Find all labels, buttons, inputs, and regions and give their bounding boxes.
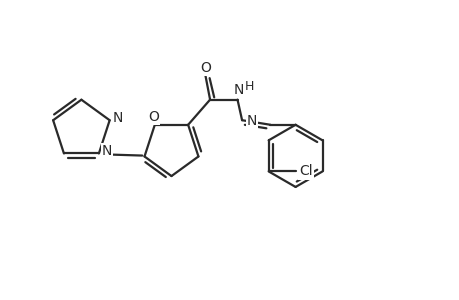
Text: Cl: Cl — [299, 164, 312, 178]
Text: O: O — [148, 110, 159, 124]
Text: O: O — [200, 61, 211, 75]
Text: N: N — [246, 114, 257, 128]
Text: H: H — [244, 80, 253, 93]
Text: N: N — [233, 82, 243, 97]
Text: N: N — [112, 111, 123, 125]
Text: N: N — [102, 144, 112, 158]
